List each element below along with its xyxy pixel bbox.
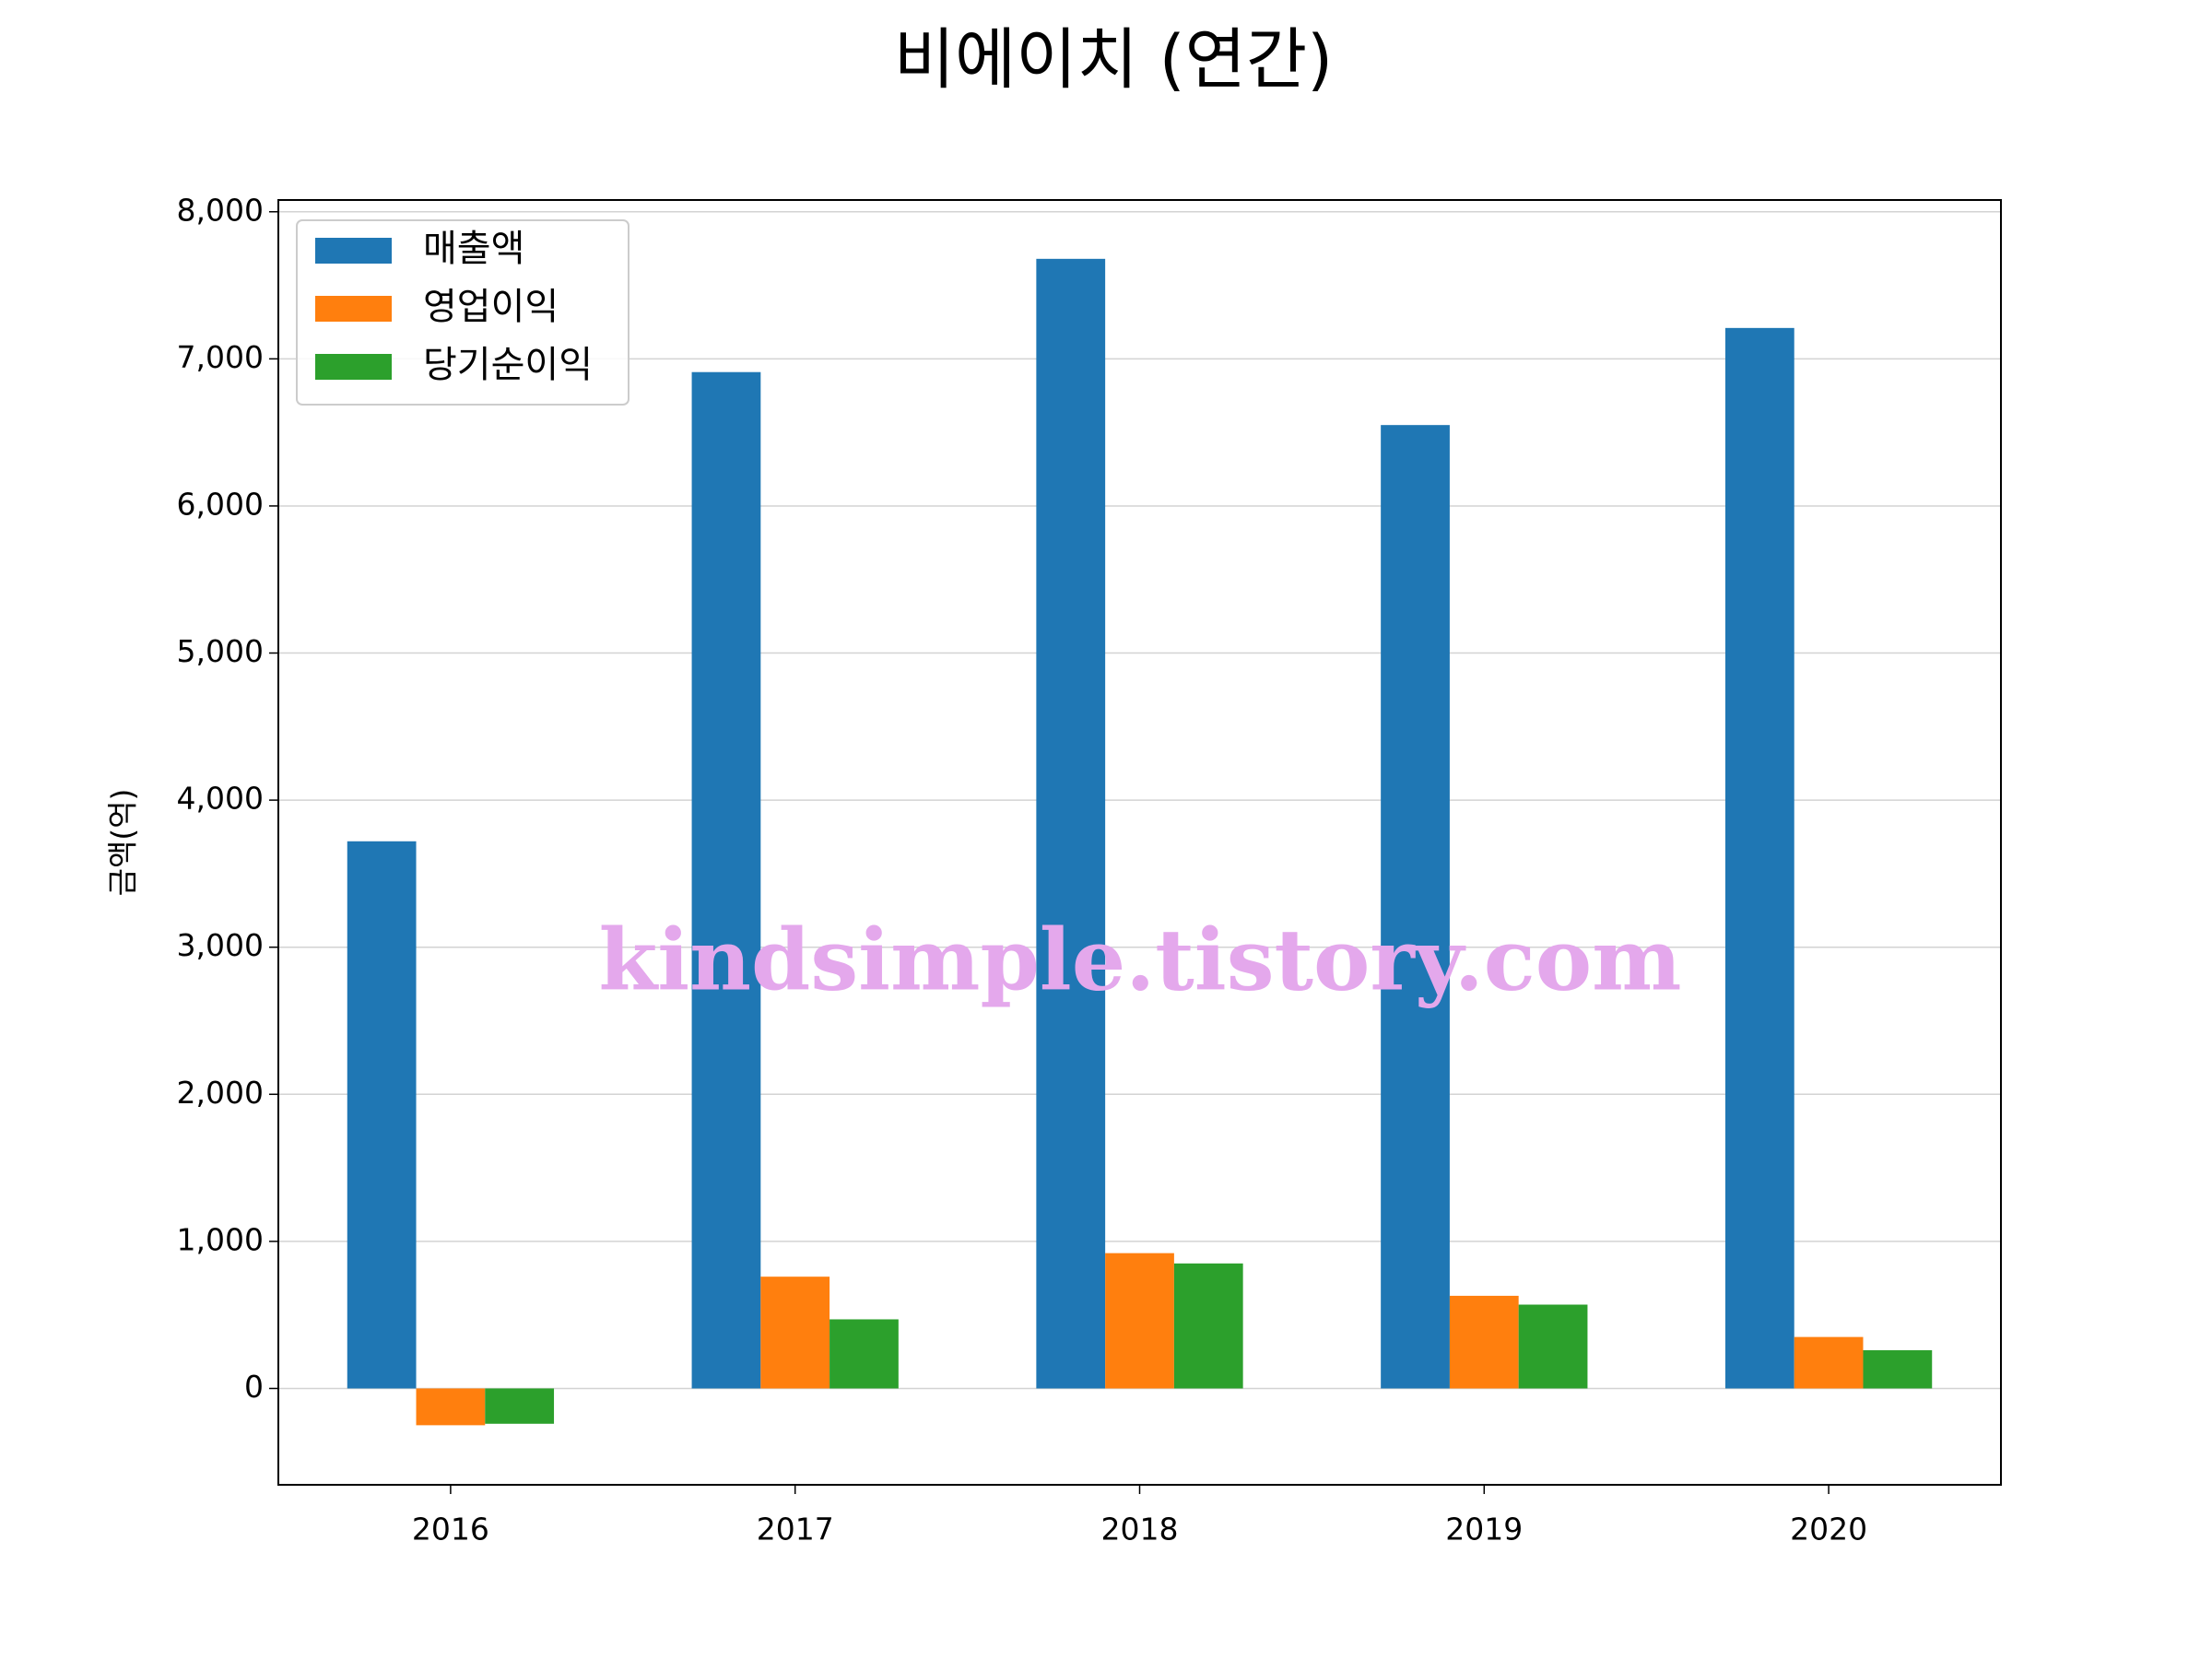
- legend-label: 매출액: [423, 228, 524, 270]
- y-tick-label: 1,000: [177, 1221, 264, 1257]
- bar: [1381, 425, 1450, 1389]
- bar: [1036, 258, 1106, 1389]
- bar: [1863, 1349, 1933, 1389]
- bar: [1173, 1263, 1243, 1389]
- x-tick-label: 2019: [1445, 1512, 1523, 1547]
- y-tick-label: 3,000: [177, 927, 264, 963]
- y-tick-label: 0: [244, 1369, 264, 1405]
- bar: [1518, 1304, 1588, 1389]
- y-tick-label: 4,000: [177, 781, 264, 817]
- bar: [1724, 327, 1794, 1389]
- bar: [1105, 1253, 1174, 1389]
- bar: [691, 371, 761, 1389]
- watermark: kindsimple.tistory.com: [598, 911, 1681, 1010]
- bar: [760, 1277, 830, 1389]
- y-tick-label: 6,000: [177, 486, 264, 522]
- y-axis-label: 금액(억): [105, 789, 141, 897]
- bar: [830, 1319, 899, 1389]
- bar: [347, 841, 417, 1389]
- y-tick-label: 2,000: [177, 1075, 264, 1111]
- y-tick-label: 7,000: [177, 339, 264, 375]
- y-tick-label: 8,000: [177, 192, 264, 228]
- legend-swatch: [315, 354, 392, 380]
- x-tick-label: 2020: [1790, 1512, 1867, 1547]
- x-tick-label: 2016: [412, 1512, 489, 1547]
- x-tick-label: 2018: [1101, 1512, 1179, 1547]
- bar: [416, 1388, 486, 1426]
- chart-title: 비에이치 (연간): [894, 21, 1334, 99]
- bar: [1794, 1336, 1864, 1389]
- x-tick-label: 2017: [757, 1512, 834, 1547]
- legend-label: 영업이익: [423, 286, 559, 328]
- bar: [1449, 1295, 1519, 1389]
- bar: [485, 1388, 555, 1424]
- legend-label: 당기순이익: [423, 344, 593, 386]
- y-tick-label: 5,000: [177, 633, 264, 669]
- legend-swatch: [315, 238, 392, 264]
- legend-swatch: [315, 296, 392, 322]
- plot-frame: [277, 199, 2002, 1486]
